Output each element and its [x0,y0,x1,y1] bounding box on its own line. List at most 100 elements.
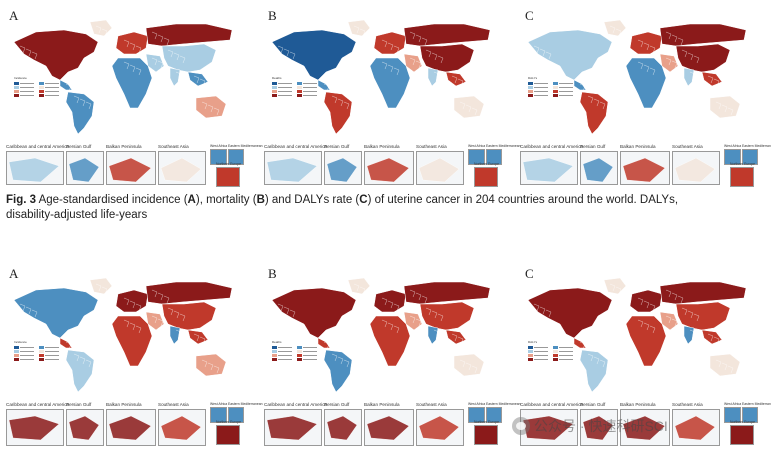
border-line [439,332,446,341]
inset-map [158,151,206,185]
border-line [615,28,622,37]
region-europe [629,31,663,55]
legend-swatch [297,85,302,89]
border-line [431,310,438,319]
world-map [13,19,233,135]
legend-title: Deaths [272,76,282,80]
legend-swatch [553,353,558,357]
legend-swatch [528,353,533,357]
region-middle-east [145,53,165,73]
region-north-america [527,287,613,339]
border-line [421,295,428,304]
inset-region [366,415,410,441]
border-line [693,313,700,322]
figure-caption: Fig. 3 Age-standardised incidence (A), m… [6,193,706,223]
inset-title: Northern Europe [216,162,242,166]
legend-swatch [272,85,277,89]
region-se-asia [701,329,723,345]
caption-bold-b: B [256,194,265,206]
region-north-america [271,287,357,339]
region-india [683,325,695,345]
border-line [713,78,720,87]
border-line [459,101,466,110]
legend-swatch [553,345,558,349]
legend-swatch-row [272,349,294,353]
legend-swatch [39,357,44,361]
region-europe [115,31,149,55]
border-line [95,283,102,292]
border-line [101,28,108,37]
inset-map [210,407,227,423]
region-europe [373,31,407,55]
legend-range-label [559,358,573,360]
inset-persian: Persian Gulf [66,144,104,186]
border-line [433,329,440,338]
inset-persian: Persian Gulf [580,144,618,186]
inset-title: Persian Gulf [580,144,606,149]
border-line [201,359,208,368]
inset-map [324,151,362,185]
legend-range-label [278,354,292,356]
legend-swatch [297,345,302,349]
inset-map [210,149,227,165]
legend-range-label [20,358,34,360]
border-line [163,295,170,304]
inset-seasia: Southeast Asia [672,144,720,186]
inset-title: Persian Gulf [324,402,350,407]
region-australia [709,95,741,119]
border-line [25,306,32,315]
legend-range-label [559,354,573,356]
inset-region [674,157,716,183]
border-line [175,329,182,338]
wechat-logo-icon [512,417,530,435]
inset-region [68,415,100,441]
border-line [637,61,644,70]
legend-swatch-row [39,349,61,353]
inset-map [6,151,64,185]
legend-swatch [553,349,558,353]
region-africa [625,315,667,367]
border-line [201,101,208,110]
inset-seasia: Southeast Asia [158,402,206,446]
border-line [123,297,130,306]
region-central-america [317,79,331,91]
border-line [65,83,72,92]
inset-title: Caribbean and central America [520,402,584,407]
legend-range-label [20,94,34,96]
inset-map [474,425,498,445]
watermark: 公众号 · 快速科研SCI [512,416,668,436]
legend-swatch-row [297,85,319,89]
inset-map [106,151,156,185]
inset-map [66,409,104,446]
legend-range-label [303,358,317,360]
inset-title: West Africa [724,144,742,148]
legend-swatch [297,349,302,353]
legend-swatch [39,345,44,349]
legend-swatch [528,93,533,97]
panel-label: A [9,8,19,23]
region-north-america [527,29,613,81]
border-line [181,332,188,341]
legend-range-label [45,350,59,352]
border-line [151,315,158,324]
region-south-america [65,91,95,135]
inset-map [216,167,240,187]
inset-map [364,409,414,446]
inset-map [672,151,720,185]
region-se-asia [187,71,209,87]
inset-region [266,157,318,183]
legend-range-label [534,346,548,348]
legend-range-label [45,90,59,92]
legend-swatch-row [14,349,36,353]
border-line [665,31,672,40]
inset-title: Balkan Peninsula [106,144,142,149]
legend-swatch-row [528,89,550,93]
border-line [19,303,26,312]
border-line [687,52,694,61]
legend-swatch-row [272,93,294,97]
region-russia [659,23,747,47]
inset-title: Balkan Peninsula [364,402,400,407]
border-line [471,365,478,374]
legend-swatch-row [528,93,550,97]
border-line [671,292,678,301]
